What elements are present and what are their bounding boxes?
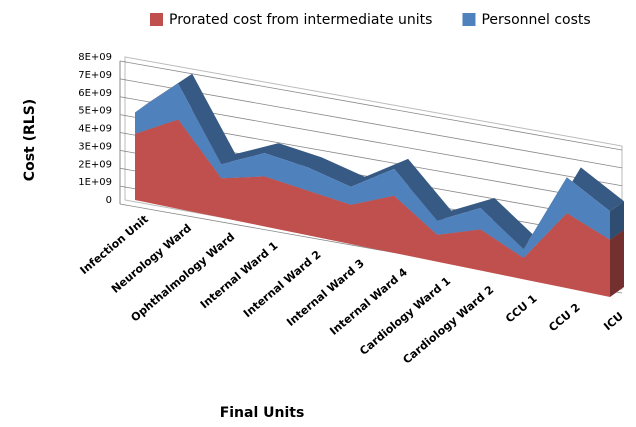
area-side — [610, 201, 624, 240]
legend-swatch — [462, 13, 476, 26]
area — [135, 119, 610, 298]
y-tick-label: 8E+09 — [78, 52, 112, 63]
x-tick-label: Cardiology Ward 1 — [357, 274, 453, 357]
y-tick-label: 3E+09 — [78, 141, 112, 152]
y-tick-label: 0 — [106, 195, 112, 206]
grid-line — [119, 60, 623, 151]
x-axis-title: Final Units — [220, 405, 305, 421]
y-tick-label: 1E+09 — [78, 177, 112, 188]
y-tick-label: 4E+09 — [78, 124, 112, 135]
legend-label: Personnel costs — [481, 12, 590, 28]
y-tick-label: 5E+09 — [78, 106, 112, 117]
area-side — [610, 229, 624, 297]
y-tick-label: 7E+09 — [78, 70, 112, 81]
x-tick-label: CCU 1 — [503, 292, 539, 325]
back-wall — [124, 56, 623, 290]
grid-line — [119, 78, 623, 169]
x-tick-label: CCU 2 — [546, 301, 582, 334]
x-tick-label: ICU — [601, 310, 626, 334]
y-tick-label: 6E+09 — [78, 88, 112, 99]
area-depth — [135, 73, 624, 249]
y-tick-label: 2E+09 — [78, 159, 112, 170]
y-axis-title: Cost (RLS) — [22, 99, 38, 181]
area — [135, 83, 610, 258]
x-tick-label: Ophthalmology Ward — [128, 230, 237, 324]
legend-swatch — [150, 13, 163, 26]
legend-label: Prorated cost from intermediate units — [169, 12, 432, 28]
x-tick-label: Cardiology Ward 2 — [400, 283, 496, 366]
